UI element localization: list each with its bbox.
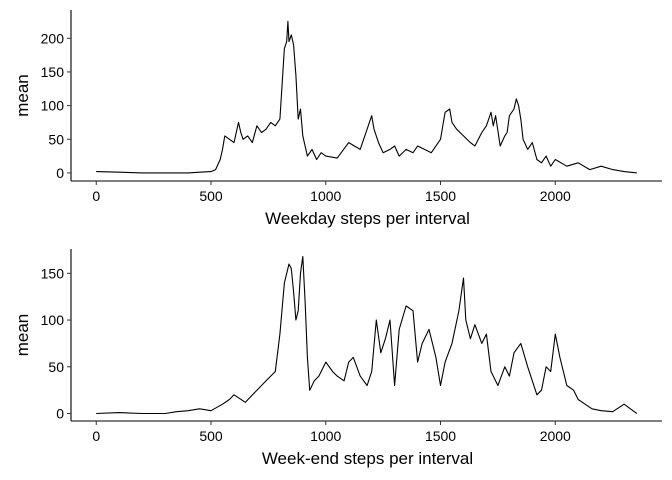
weekend-y-tick-label: 150 — [41, 265, 65, 281]
weekend-x-tick-label: 1500 — [425, 428, 456, 444]
weekend-x-tick-label: 0 — [92, 428, 100, 444]
weekend-y-tick-label: 100 — [41, 312, 65, 328]
weekend-y-tick-label: 0 — [56, 406, 64, 422]
weekend-x-tick-label: 500 — [199, 428, 223, 444]
weekday-x-tick-label: 2000 — [540, 188, 571, 204]
weekday-y-tick-label: 100 — [41, 98, 65, 114]
weekday-x-tick-label: 1500 — [425, 188, 456, 204]
weekday-x-tick-label: 500 — [199, 188, 223, 204]
weekend-x-tick-label: 1000 — [310, 428, 341, 444]
weekday-x-tick-label: 1000 — [310, 188, 341, 204]
weekday-y-tick-label: 50 — [48, 131, 64, 147]
weekday-y-tick-label: 0 — [56, 165, 64, 181]
weekday-y-tick-label: 150 — [41, 64, 65, 80]
weekend-x-tick-label: 2000 — [540, 428, 571, 444]
weekday-x-axis-title: Weekday steps per interval — [265, 209, 470, 228]
weekday-y-axis-title: mean — [13, 74, 32, 117]
weekday-y-tick-label: 200 — [41, 30, 65, 46]
weekend-series-line — [96, 255, 638, 415]
weekday-x-tick-label: 0 — [92, 188, 100, 204]
weekend-y-axis-title: mean — [13, 314, 32, 357]
weekend-x-axis-title: Week-end steps per interval — [262, 449, 473, 468]
weekend-y-tick-label: 50 — [48, 359, 64, 375]
weekday-series-line — [96, 20, 637, 174]
